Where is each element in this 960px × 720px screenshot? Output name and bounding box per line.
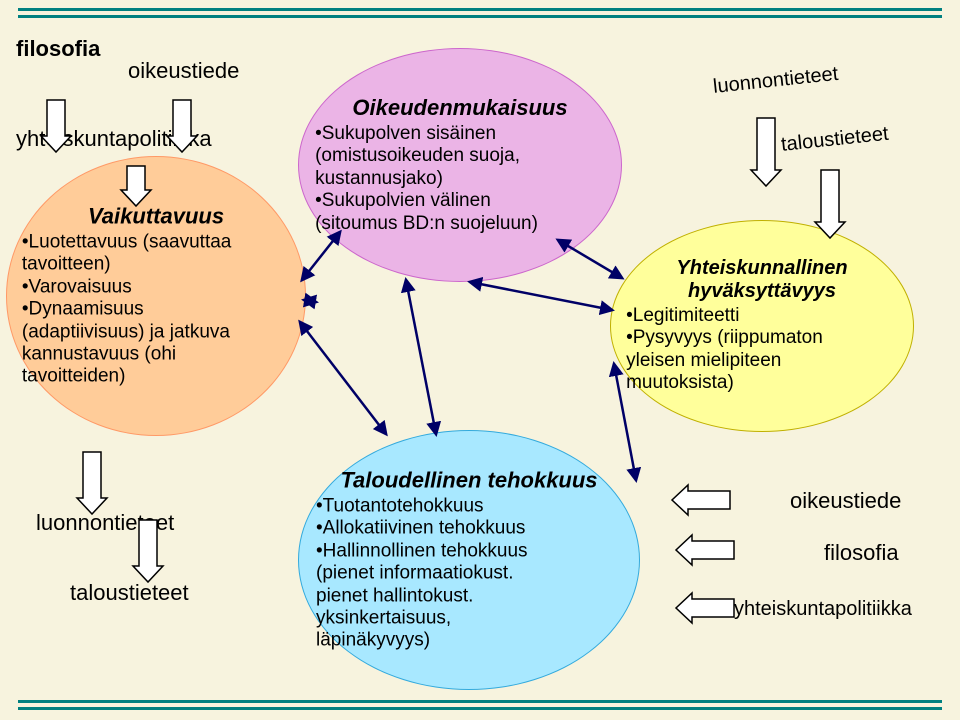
- label-taloustieteet-bl: taloustieteet: [70, 580, 189, 606]
- title-taloudellinen: Taloudellinen tehokkuus: [316, 468, 622, 494]
- bullets-vaikuttavuus: •Luotettavuus (saavuttaa tavoitteen) •Va…: [22, 232, 290, 389]
- ellipse-vaikuttavuus: Vaikuttavuus •Luotettavuus (saavuttaa ta…: [6, 156, 306, 436]
- label-yhteiskunta-r: yhteiskuntapolitiikka: [734, 598, 912, 621]
- rule-top: [18, 8, 942, 18]
- bullets-yhteiskunnallinen: •Legitimiteetti •Pysyvyys (riippumaton y…: [626, 305, 898, 395]
- label-taloustieteet-top: taloustieteet: [780, 123, 890, 157]
- label-oikeustiede-top: oikeustiede: [128, 58, 239, 84]
- title-oikeudenmukaisuus: Oikeudenmukaisuus: [315, 95, 605, 121]
- bullets-oikeudenmukaisuus: •Sukupolven sisäinen (omistusoikeuden su…: [315, 123, 605, 235]
- ellipse-oikeudenmukaisuus: Oikeudenmukaisuus •Sukupolven sisäinen (…: [298, 48, 622, 282]
- title-yhteiskunnallinen: Yhteiskunnallinen hyväksyttävyys: [626, 257, 898, 303]
- label-luonnontieteet-bl: luonnontieteet: [36, 510, 174, 536]
- label-filosofia-r: filosofia: [824, 540, 899, 566]
- label-filosofia-tl: filosofia: [16, 36, 100, 62]
- bullets-taloudellinen: •Tuotantotehokkuus •Allokatiivinen tehok…: [316, 496, 622, 653]
- ellipse-yhteiskunnallinen: Yhteiskunnallinen hyväksyttävyys •Legiti…: [610, 220, 914, 432]
- label-oikeustiede-r: oikeustiede: [790, 488, 901, 514]
- title-vaikuttavuus: Vaikuttavuus: [22, 204, 290, 230]
- ellipse-taloudellinen: Taloudellinen tehokkuus •Tuotantotehokku…: [298, 430, 640, 690]
- diagram-canvas: filosofia oikeustiede yhteiskuntapolitii…: [0, 0, 960, 720]
- rule-bottom: [18, 700, 942, 710]
- label-luonnontieteet-top: luonnontieteet: [712, 63, 839, 99]
- label-yhteiskunta-top: yhteiskuntapolitiikka: [16, 126, 212, 152]
